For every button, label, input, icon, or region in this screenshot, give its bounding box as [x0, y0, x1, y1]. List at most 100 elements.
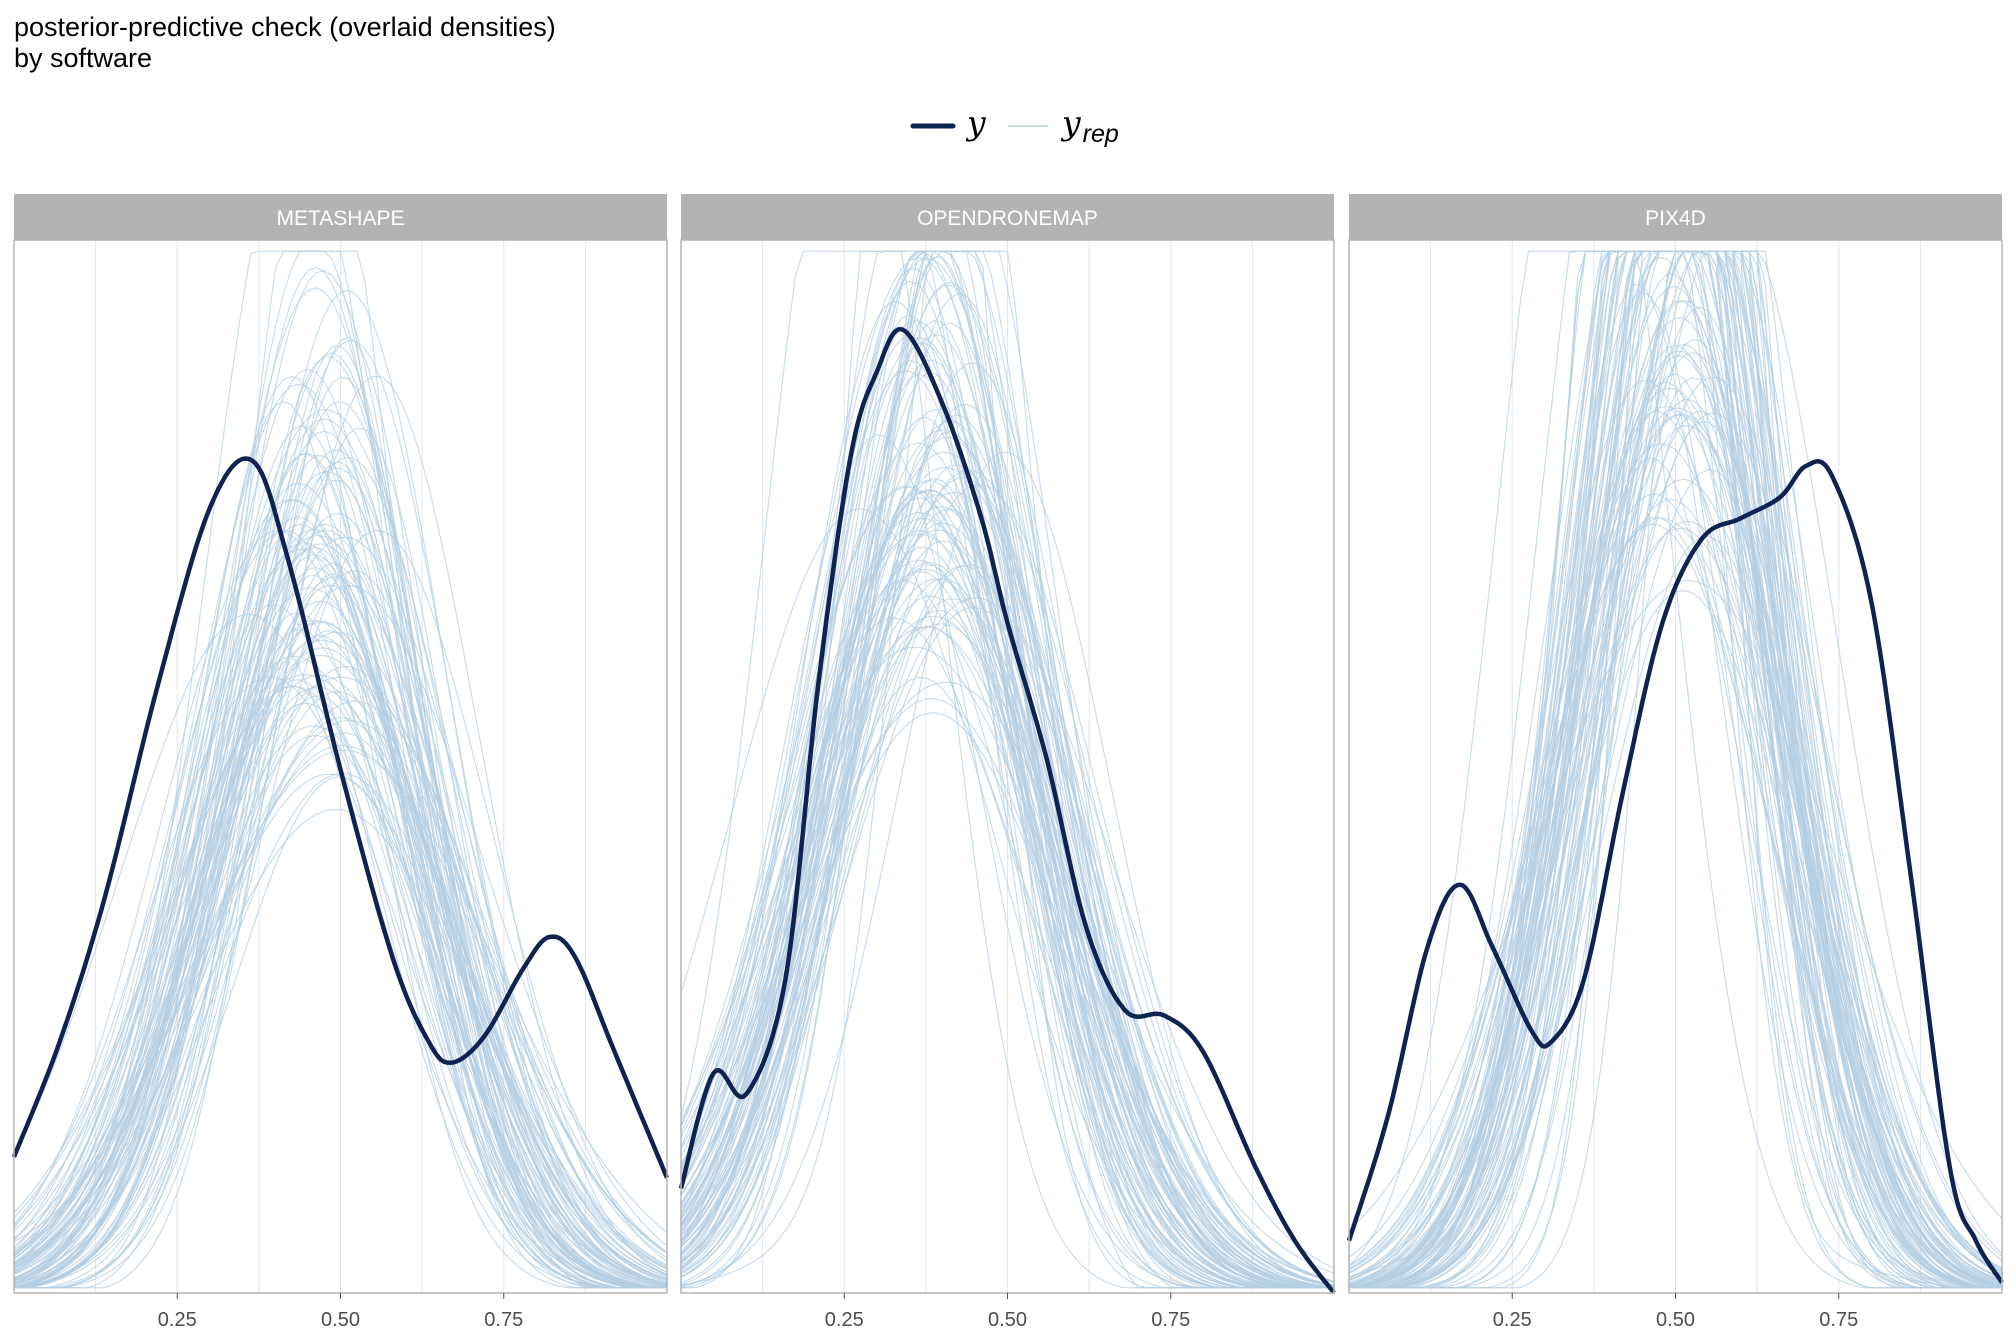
replicated-density-line [680, 625, 1335, 1282]
replicated-density-line [1349, 373, 2002, 1289]
facet-panel-opendronemap: OPENDRONEMAP 0.25 0.50 0.75 [678, 194, 1336, 1331]
replicated-density-line [14, 455, 667, 1289]
replicated-density-line [680, 434, 1334, 1289]
replicated-density-line [13, 685, 667, 1289]
facet-panels: METASHAPE 0.25 0.50 0.75 OPENDRONEMAP 0.25 0.5… [11, 194, 2004, 1331]
replicated-density-line [1348, 300, 2002, 1289]
replicated-density-line [13, 530, 667, 1289]
legend-observed-label: y [965, 103, 986, 142]
replicated-density-line [13, 674, 668, 1267]
replicated-density-line [13, 287, 667, 1289]
replicated-density-line [13, 585, 668, 1266]
replicated-density-line [1349, 250, 2002, 1289]
facet-strip [14, 194, 667, 240]
replicated-density-line [13, 543, 668, 1280]
replicated-density-line [680, 467, 1335, 1282]
replicated-density-line [14, 427, 667, 1289]
replicated-density-line [680, 676, 1334, 1289]
replicated-density-line [1349, 250, 2003, 1289]
replicated-density-line [1349, 250, 2003, 1289]
observed-density-line [11, 456, 670, 1179]
facet-panel-metashape: METASHAPE 0.25 0.50 0.75 [11, 194, 670, 1331]
x-tick-label: 0.50 [988, 1309, 1027, 1331]
replicated-density-line [680, 414, 1334, 1289]
legend-replicated-subscript: rep [1083, 120, 1119, 148]
replicated-density-line [13, 418, 668, 1288]
replicated-density-line [1349, 377, 2003, 1289]
replicated-density-line [13, 570, 668, 1289]
x-tick-label: 0.25 [1493, 1309, 1532, 1331]
chart-title: posterior-predictive check (overlaid den… [14, 12, 556, 42]
replicated-density-line [13, 734, 668, 1288]
x-tick-label: 0.50 [1656, 1309, 1695, 1331]
facet-strip [1349, 194, 2002, 240]
replicated-density-line [680, 257, 1334, 1289]
facet-strip-label: METASHAPE [277, 207, 405, 230]
replicated-density-line [1348, 493, 2003, 1287]
replicated-density-line [14, 461, 667, 1289]
replicated-density-line [1348, 250, 2002, 1289]
replicated-density-line [680, 451, 1335, 1288]
facet-panel-pix4d: PIX4D 0.25 0.50 0.75 [1346, 194, 2004, 1331]
replicated-density-line [1349, 469, 2003, 1289]
x-tick-label: 0.75 [484, 1309, 523, 1331]
observed-density-line [1346, 459, 2004, 1284]
replicated-density-line [13, 716, 668, 1282]
replicated-density-line [13, 409, 668, 1273]
chart-subtitle: by software [14, 43, 153, 73]
observed-density-line [678, 326, 1336, 1295]
replicated-density-line [680, 464, 1334, 1289]
replicated-density-line [13, 685, 668, 1285]
replicated-density-line [13, 453, 667, 1289]
replicated-density-line [680, 322, 1334, 1289]
replicated-density-line [13, 375, 667, 1289]
replicated-density-line [13, 562, 667, 1289]
replicated-density-line [14, 449, 667, 1289]
replicated-density-line [1348, 405, 2003, 1279]
replicated-density-line [13, 700, 668, 1269]
replicated-density-line [680, 403, 1334, 1289]
replicated-density-line [1348, 299, 2003, 1281]
replicated-density-line [680, 511, 1334, 1289]
replicated-density-line [1348, 256, 2002, 1289]
replicated-density-lines [13, 250, 668, 1289]
replicated-density-line [1348, 520, 2003, 1283]
replicated-density-line [1348, 407, 2003, 1272]
legend-replicated-y: y [1060, 103, 1081, 142]
replicated-density-line [680, 284, 1334, 1289]
replicated-density-line [1348, 442, 2003, 1281]
replicated-density-line [680, 508, 1334, 1289]
replicated-density-line [680, 564, 1334, 1289]
legend: y yrep [910, 103, 1119, 148]
replicated-density-line [14, 345, 667, 1289]
replicated-density-line [13, 587, 668, 1286]
replicated-density-line [13, 542, 667, 1289]
legend-replicated-label: yrep [1060, 103, 1119, 148]
facet-strip [681, 194, 1334, 240]
replicated-density-line [680, 320, 1334, 1289]
replicated-density-line [13, 425, 667, 1289]
replicated-density-line [13, 639, 668, 1254]
x-tick-label: 0.50 [321, 1309, 360, 1331]
replicated-density-line [1348, 412, 2003, 1288]
replicated-density-lines [1348, 250, 2003, 1289]
replicated-density-line [13, 584, 668, 1289]
replicated-density-line [13, 498, 667, 1289]
replicated-density-line [680, 615, 1335, 1286]
replicated-density-line [13, 566, 667, 1289]
facet-strip-label: PIX4D [1645, 207, 1706, 230]
chart-title-block: posterior-predictive check (overlaid den… [14, 12, 556, 74]
x-tick-label: 0.25 [825, 1309, 864, 1331]
replicated-density-line [13, 548, 668, 1285]
x-tick-label: 0.75 [1151, 1309, 1190, 1331]
replicated-density-line [1349, 535, 2003, 1289]
replicated-density-line [13, 676, 668, 1259]
replicated-density-line [1348, 478, 2003, 1280]
replicated-density-line [13, 368, 667, 1289]
replicated-density-line [14, 375, 668, 1289]
facet-strip-label: OPENDRONEMAP [917, 207, 1098, 230]
replicated-density-line [1348, 387, 2003, 1279]
replicated-density-line [13, 686, 668, 1280]
x-tick-label: 0.25 [158, 1309, 197, 1331]
